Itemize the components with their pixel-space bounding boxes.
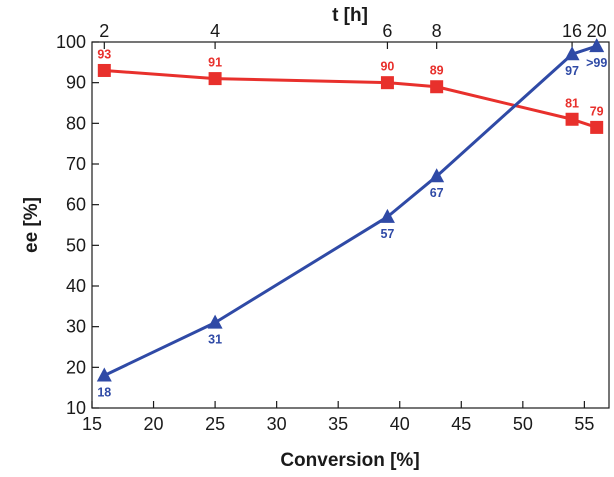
y-tick-label: 90 [66, 73, 86, 93]
triangle-point [429, 168, 445, 183]
y-tick-label: 50 [66, 235, 86, 255]
y-tick-label: 10 [66, 398, 86, 418]
data-label: 31 [208, 333, 222, 347]
y-tick-label: 60 [66, 195, 86, 215]
square-point [380, 76, 394, 90]
square-point [590, 120, 604, 134]
triangle-point [589, 38, 605, 53]
square-point [565, 112, 579, 126]
y-tick-label: 100 [56, 32, 86, 52]
ticks-layer: 15 20 25 30 35 40 45 50 55 10 20 30 40 50 60 70 80 90 100 2… [56, 21, 607, 434]
data-label: 81 [565, 96, 579, 110]
data-label: 18 [97, 385, 111, 399]
triangle-point [379, 208, 395, 223]
series-layer [96, 38, 605, 382]
series-line-triangle [103, 44, 598, 377]
y-tick-label: 30 [66, 317, 86, 337]
x-tick-label: 15 [82, 414, 102, 434]
data-label: 67 [430, 186, 444, 200]
data-label: >99 [586, 56, 607, 70]
top-tick-label: 16 [562, 21, 582, 41]
square-point [208, 72, 222, 86]
x-tick-label: 45 [451, 414, 471, 434]
x-tick-label: 40 [390, 414, 410, 434]
top-tick-label: 8 [432, 21, 442, 41]
y-tick-label: 40 [66, 276, 86, 296]
square-point [430, 80, 444, 94]
x-tick-label: 25 [205, 414, 225, 434]
x-tick-label: 30 [267, 414, 287, 434]
x-tick-label: 35 [328, 414, 348, 434]
triangle-point [564, 46, 580, 61]
top-tick-label: 2 [99, 21, 109, 41]
y-tick-label: 80 [66, 113, 86, 133]
data-label: 91 [208, 56, 222, 70]
x-tick-label: 50 [513, 414, 533, 434]
y-tick-label: 70 [66, 154, 86, 174]
x-axis-title: Conversion [%] [280, 450, 419, 471]
data-label: 79 [590, 104, 604, 118]
data-label: 57 [380, 227, 394, 241]
top-tick-label: 6 [382, 21, 392, 41]
x-tick-label: 55 [574, 414, 594, 434]
y-axis-title: ee [%] [21, 197, 42, 253]
data-label: 97 [565, 64, 579, 78]
triangle-point [207, 314, 223, 329]
labels-layer: 93 91 90 89 81 79 18 31 57 67 97 >99 [97, 47, 607, 399]
top-tick-label: 20 [587, 21, 607, 41]
top-axis-title: t [h] [332, 5, 368, 26]
data-label: 93 [97, 47, 111, 61]
x-tick-label: 20 [144, 414, 164, 434]
data-label: 90 [380, 60, 394, 74]
triangle-point [96, 367, 112, 382]
top-tick-label: 4 [210, 21, 220, 41]
data-label: 89 [430, 64, 444, 78]
square-point [97, 63, 111, 77]
plot-frame [91, 41, 610, 409]
y-tick-label: 20 [66, 357, 86, 377]
